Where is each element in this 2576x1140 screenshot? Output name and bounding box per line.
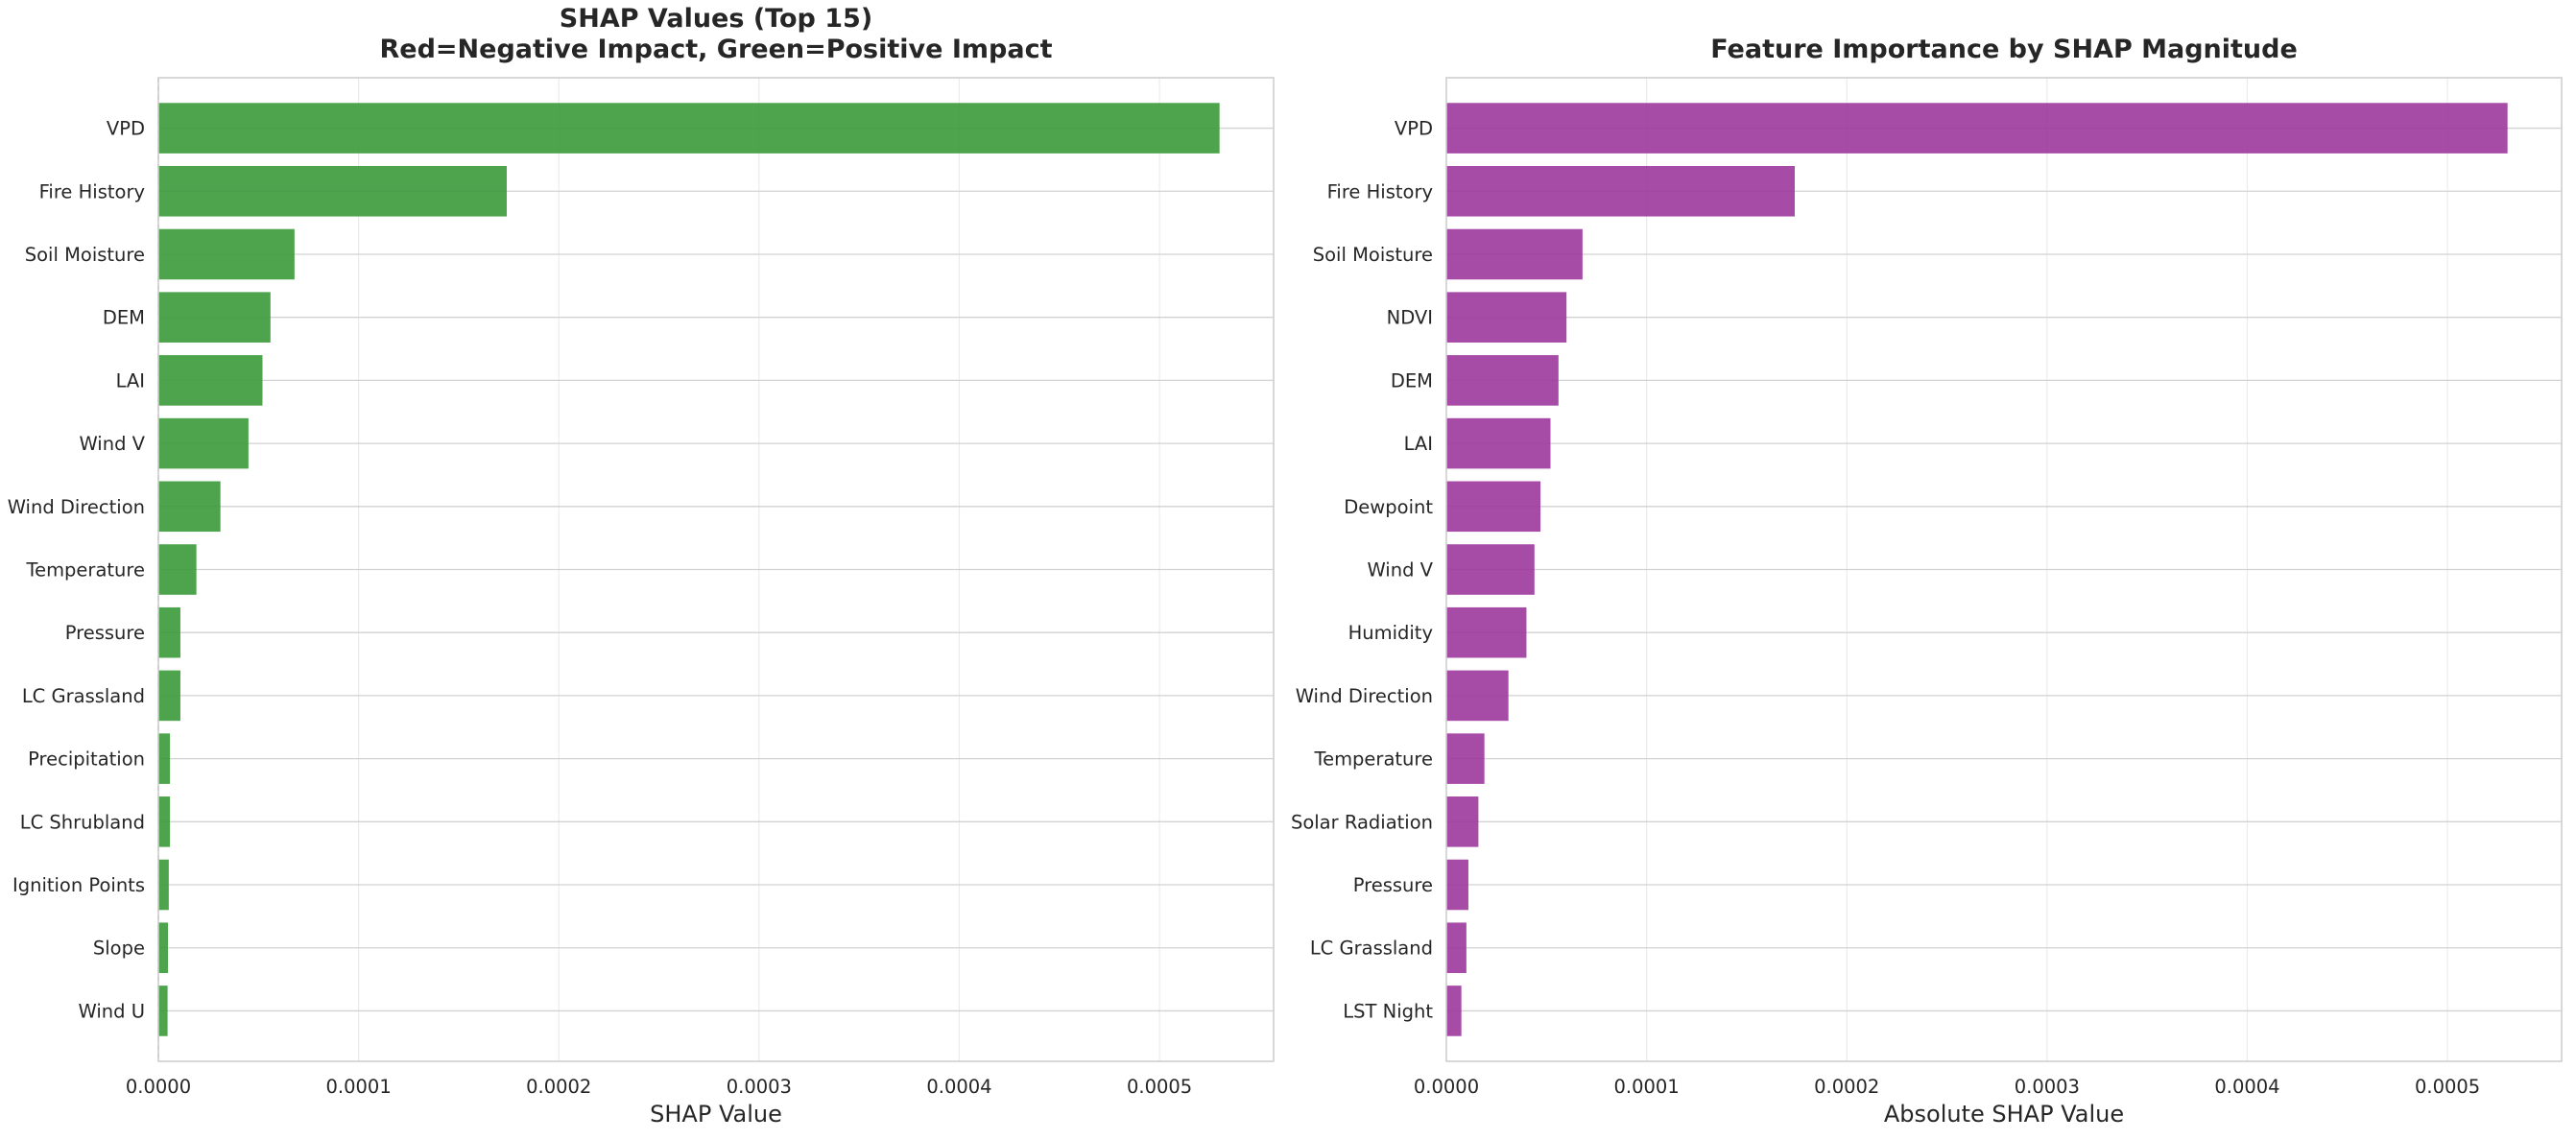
y-tick-label: Wind Direction <box>8 496 145 518</box>
x-axis-label: Absolute SHAP Value <box>1884 1101 2124 1128</box>
x-axis-label: SHAP Value <box>650 1101 782 1128</box>
bar <box>1446 417 1551 469</box>
y-tick-label: VPD <box>107 118 145 140</box>
y-tick-label: Wind V <box>79 433 145 455</box>
y-tick-label: Soil Moisture <box>25 244 145 266</box>
y-tick-label: Wind U <box>79 1000 145 1022</box>
bar <box>158 544 197 595</box>
bar <box>158 606 180 658</box>
y-tick-label: Slope <box>93 938 145 960</box>
y-tick-label: Fire History <box>39 180 145 202</box>
y-tick-label: Ignition Points <box>12 874 145 896</box>
y-tick-label: Solar Radiation <box>1291 811 1433 833</box>
y-tick-label: Wind Direction <box>1296 685 1433 707</box>
bar <box>1446 228 1583 280</box>
bar <box>1446 796 1479 847</box>
y-tick-label: LC Grassland <box>1310 938 1433 960</box>
bar <box>158 986 168 1036</box>
y-tick-label: Humidity <box>1348 622 1433 644</box>
bar <box>158 922 169 974</box>
bar <box>158 796 171 847</box>
bar <box>158 103 1220 154</box>
bar <box>1446 606 1527 658</box>
x-tick-label: 0.0004 <box>2214 1076 2279 1098</box>
bar <box>1446 922 1467 974</box>
x-tick-label: 0.0001 <box>1614 1076 1680 1098</box>
y-tick-label: Temperature <box>25 559 145 582</box>
chart-title: SHAP Values (Top 15) <box>560 4 872 34</box>
y-tick-label: Precipitation <box>28 748 145 771</box>
axes-frame <box>157 77 1275 1062</box>
y-tick-label: VPD <box>1395 118 1433 140</box>
bar <box>158 228 295 280</box>
bar <box>1446 859 1468 911</box>
bar <box>158 165 507 217</box>
bar <box>158 859 169 911</box>
bar <box>1446 986 1462 1036</box>
chart-title: Feature Importance by SHAP Magnitude <box>1710 35 2298 64</box>
bar <box>1446 103 2508 154</box>
y-tick-label: LAI <box>116 369 145 392</box>
bar <box>1446 733 1485 784</box>
bar <box>158 417 249 469</box>
chart-panel-1: VPD Fire History Soil Moisture DEM LAI Wind V… <box>8 4 1275 1128</box>
y-tick-label: Fire History <box>1327 180 1433 202</box>
x-tick-label: 0.0000 <box>126 1076 191 1098</box>
y-tick-label: DEM <box>103 307 145 329</box>
bar <box>1446 165 1795 217</box>
y-tick-label: LC Shrubland <box>20 811 145 833</box>
bar <box>1446 292 1567 343</box>
axes-frame <box>1445 77 2563 1062</box>
x-tick-label: 0.0000 <box>1414 1076 1479 1098</box>
y-tick-label: DEM <box>1391 369 1433 392</box>
y-tick-label: Wind V <box>1367 559 1433 582</box>
y-tick-label: LAI <box>1404 433 1433 455</box>
bar <box>158 292 271 343</box>
bar <box>1446 481 1541 533</box>
y-tick-label: Pressure <box>65 622 145 644</box>
chart-panel-2: VPD Fire History Soil Moisture NDVI DEM LAI De… <box>1291 35 2563 1128</box>
x-tick-label: 0.0003 <box>2015 1076 2080 1098</box>
y-tick-label: Soil Moisture <box>1313 244 1433 266</box>
bar <box>158 481 221 533</box>
x-tick-label: 0.0002 <box>526 1076 591 1098</box>
y-tick-label: Pressure <box>1353 874 1433 896</box>
bar <box>1446 355 1559 406</box>
y-tick-label: LC Grassland <box>22 685 145 707</box>
x-tick-label: 0.0002 <box>1814 1076 1879 1098</box>
x-tick-label: 0.0003 <box>727 1076 792 1098</box>
y-tick-label: NDVI <box>1387 307 1433 329</box>
bar <box>1446 670 1509 722</box>
y-tick-label: Temperature <box>1313 748 1433 771</box>
y-tick-label: Dewpoint <box>1344 496 1433 518</box>
x-tick-label: 0.0004 <box>926 1076 991 1098</box>
bar <box>158 355 263 406</box>
bar <box>158 670 180 722</box>
bar <box>158 733 171 784</box>
bar <box>1446 544 1535 595</box>
x-tick-label: 0.0001 <box>326 1076 392 1098</box>
x-tick-label: 0.0005 <box>2415 1076 2480 1098</box>
y-tick-label: LST Night <box>1343 1000 1433 1022</box>
chart-title: Red=Negative Impact, Green=Positive Impa… <box>380 35 1053 64</box>
x-tick-label: 0.0005 <box>1127 1076 1192 1098</box>
